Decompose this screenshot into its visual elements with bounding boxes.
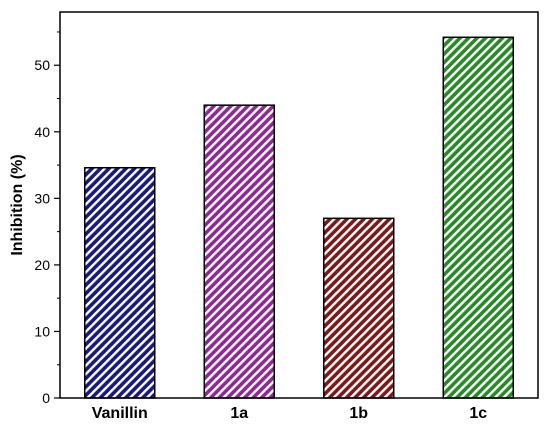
x-axis-labels: Vanillin 1a 1b 1c <box>92 405 488 422</box>
y-axis-title: Inhibition (%) <box>9 154 26 255</box>
y-tick-label: 40 <box>34 124 50 140</box>
x-tick-label-1a: 1a <box>230 405 248 422</box>
x-tick-label-1c: 1c <box>469 405 487 422</box>
x-tick-label-vanillin: Vanillin <box>92 405 148 422</box>
bar-1a <box>203 104 275 399</box>
y-tick-label: 30 <box>34 190 50 206</box>
axes <box>59 11 539 399</box>
y-tick-label: 20 <box>34 257 50 273</box>
x-tick-label-1b: 1b <box>349 405 368 422</box>
bars <box>84 36 514 399</box>
bar-1b <box>323 217 395 399</box>
y-tick-label: 10 <box>34 323 50 339</box>
bar-1c <box>442 36 514 399</box>
y-tick-label: 50 <box>34 57 50 73</box>
y-tick-label: 0 <box>42 390 50 406</box>
y-axis-ticks: 0 10 20 30 40 50 <box>34 31 60 406</box>
bar-vanillin <box>84 166 156 399</box>
plot-frame <box>59 11 539 399</box>
